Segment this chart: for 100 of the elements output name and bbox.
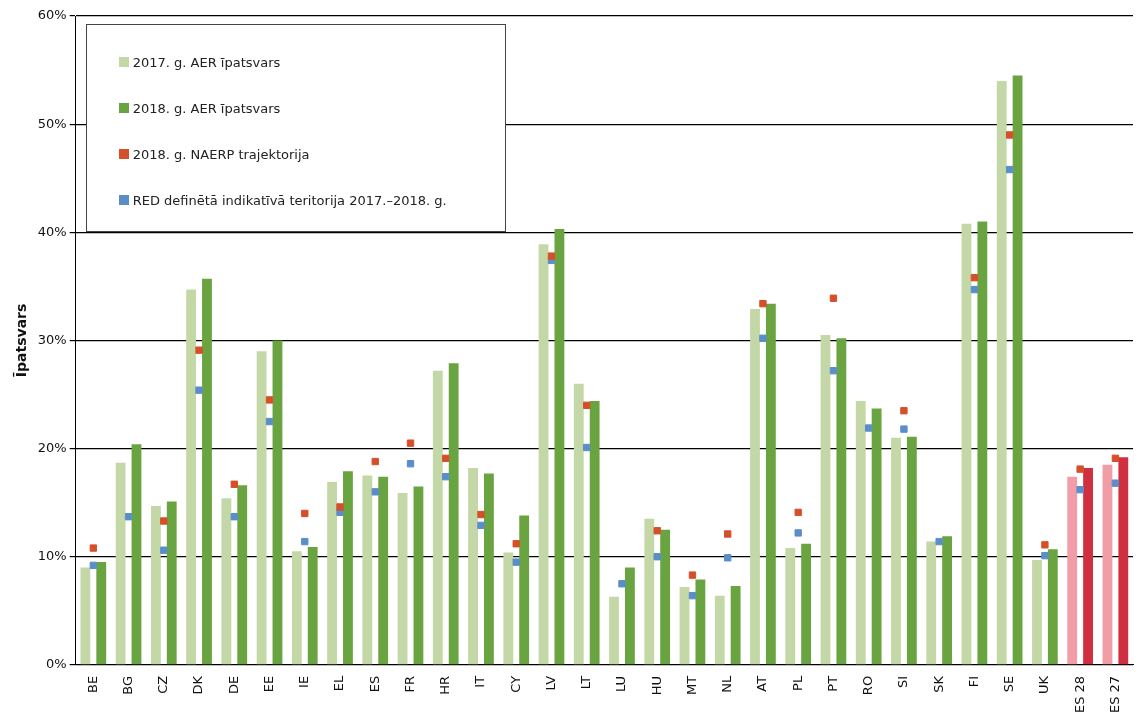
point	[336, 503, 344, 511]
bar	[750, 309, 760, 665]
point	[864, 424, 873, 432]
x-tick-label: FR	[401, 675, 417, 693]
bar	[820, 335, 831, 665]
x-tick-label: BG	[119, 675, 135, 695]
bar	[202, 278, 212, 665]
x-tick-label: EL	[331, 675, 347, 692]
point	[1076, 465, 1084, 473]
bar	[272, 340, 283, 665]
point	[230, 513, 238, 521]
bar	[484, 473, 494, 665]
bar	[891, 437, 901, 665]
point	[829, 294, 838, 302]
bar	[1102, 464, 1113, 665]
point	[230, 480, 238, 488]
bar	[1083, 468, 1093, 665]
point	[829, 367, 838, 375]
x-tick-label: LT	[578, 675, 594, 690]
y-tick-label: 40%	[37, 223, 67, 239]
point	[1111, 479, 1120, 487]
x-tick-label: IE	[296, 675, 312, 688]
point	[371, 488, 379, 496]
x-tick-label: PL	[789, 675, 805, 691]
point	[759, 299, 767, 308]
bar	[714, 595, 725, 665]
bar	[343, 471, 353, 665]
bar	[785, 548, 796, 665]
point	[1005, 131, 1014, 139]
bar	[730, 585, 741, 665]
bar	[186, 289, 197, 665]
x-tick-label: DK	[190, 675, 206, 695]
point	[442, 454, 450, 462]
point	[1076, 485, 1084, 494]
y-tick-label: 60%	[37, 7, 67, 23]
bar	[765, 303, 776, 665]
bar	[115, 462, 126, 665]
legend-label: RED definētā indikatīvā teritorija 2017.–2018. g.	[132, 192, 447, 208]
point	[124, 513, 133, 521]
bar	[589, 400, 600, 665]
point	[900, 407, 908, 415]
legend-label: 2018. g. NAERP trajektorija	[132, 146, 310, 162]
x-tick-label: RO	[860, 675, 876, 696]
bar	[695, 579, 706, 665]
point	[160, 546, 168, 554]
bar	[538, 244, 549, 665]
bar	[362, 475, 373, 665]
bar	[291, 551, 302, 665]
bar	[926, 541, 937, 665]
bar	[609, 596, 619, 665]
x-tick-label: CY	[507, 675, 523, 693]
point	[688, 591, 697, 600]
bar	[96, 562, 107, 665]
point	[406, 460, 415, 468]
x-tick-label: UK	[1036, 675, 1052, 694]
point	[1005, 165, 1014, 174]
bar	[307, 546, 318, 665]
point	[406, 439, 415, 447]
bar	[1118, 457, 1129, 665]
bar	[942, 536, 953, 665]
point	[970, 285, 979, 294]
x-tick-label: ES 27	[1106, 675, 1122, 713]
point	[265, 396, 274, 404]
bar	[660, 529, 671, 665]
bar	[150, 505, 161, 665]
point	[583, 401, 591, 409]
bar	[1067, 476, 1078, 665]
point	[935, 537, 943, 546]
bar	[996, 80, 1007, 665]
bar	[397, 492, 408, 665]
x-tick-label: NL	[719, 675, 735, 693]
y-tick-label: 10%	[37, 548, 67, 564]
x-tick-label: SI	[895, 675, 911, 688]
x-tick-label: IT	[472, 675, 488, 688]
legend-label: 2018. g. AER īpatsvars	[132, 100, 281, 116]
point	[477, 510, 485, 519]
point	[547, 252, 556, 260]
point	[160, 517, 168, 525]
bar	[503, 552, 514, 665]
point	[724, 554, 732, 562]
bar	[679, 587, 690, 665]
point	[195, 346, 203, 354]
x-tick-label: ES	[366, 675, 382, 693]
x-tick-label: FI	[965, 675, 981, 688]
bar	[624, 567, 635, 665]
bar	[256, 351, 267, 665]
point	[724, 530, 732, 538]
bar	[131, 444, 142, 665]
point	[512, 540, 520, 548]
bar	[413, 486, 424, 665]
x-tick-label: AT	[754, 675, 770, 692]
x-tick-label: ES 28	[1071, 675, 1087, 713]
point	[265, 417, 274, 426]
bar	[166, 501, 177, 665]
bar	[519, 515, 530, 665]
x-tick-label: LU	[613, 675, 629, 692]
bar	[448, 363, 459, 665]
point	[301, 509, 309, 518]
x-tick-label: SK	[930, 675, 946, 693]
point	[371, 457, 379, 466]
